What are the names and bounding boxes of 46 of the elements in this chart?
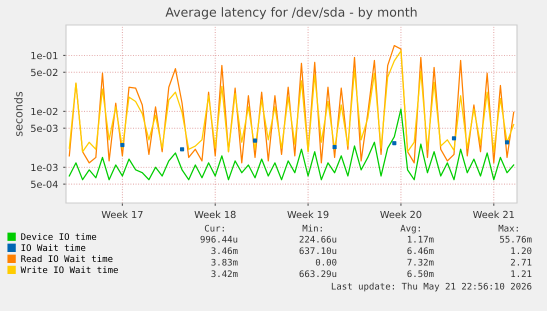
point (332, 144, 337, 150)
text: 1.20 (511, 247, 532, 254)
legend-label: Device IO time (21, 233, 96, 240)
text: 2.71 (510, 258, 532, 266)
text: 6.50m (407, 270, 434, 278)
text: Last update: Thu May 21 22:56:10 2026 (332, 282, 532, 292)
y-tick-label: 5e-03 (31, 124, 58, 132)
text: 996.44u (200, 236, 238, 243)
text: 6.46m (407, 247, 434, 254)
y-tick-label: 5e-02 (31, 68, 58, 76)
y-tick-label: 5e-04 (31, 180, 58, 188)
text: 3.42m (211, 270, 238, 278)
text: 224.66u (300, 236, 336, 243)
text: Cur: (204, 224, 224, 232)
point (452, 136, 456, 140)
text: Max: (498, 224, 518, 232)
x-tick-label: Week 17 (102, 210, 143, 218)
y-tick-label: 1e-02 (31, 108, 58, 116)
legend-label: Write IO Wait time (20, 266, 118, 274)
text: 1.21 (511, 270, 532, 278)
x-tick-label: Week 19 (287, 210, 328, 218)
legend-label: Read IO Wait time (21, 255, 113, 262)
text: 55.76m (500, 236, 532, 243)
point (392, 141, 396, 146)
text: 7.32m (407, 258, 434, 266)
text: 663.29u (300, 270, 336, 278)
legend-label: IO Wait time (22, 244, 86, 252)
x-tick-label: Week 21 (473, 210, 514, 218)
line-series (68, 108, 514, 180)
x-tick-label: Week 20 (380, 210, 422, 218)
text: 0.00 (316, 258, 336, 266)
point (120, 142, 124, 148)
text: 3.46m (211, 247, 238, 254)
chart-title: Average latency for /dev/sda - by month (165, 7, 417, 20)
text: Avg: (400, 224, 420, 234)
text: 637.10u (300, 247, 336, 254)
y-tick-label: 1e-03 (31, 164, 58, 172)
text: 1.17m (408, 236, 434, 243)
y-axis-title: seconds (14, 92, 23, 136)
y-tick-label: 1e-01 (31, 52, 58, 60)
point (504, 140, 510, 144)
point (180, 147, 184, 152)
text: Min: (302, 224, 322, 232)
x-tick-label: Week 18 (194, 210, 236, 218)
text: 3.83m (211, 258, 238, 266)
point (252, 138, 258, 143)
